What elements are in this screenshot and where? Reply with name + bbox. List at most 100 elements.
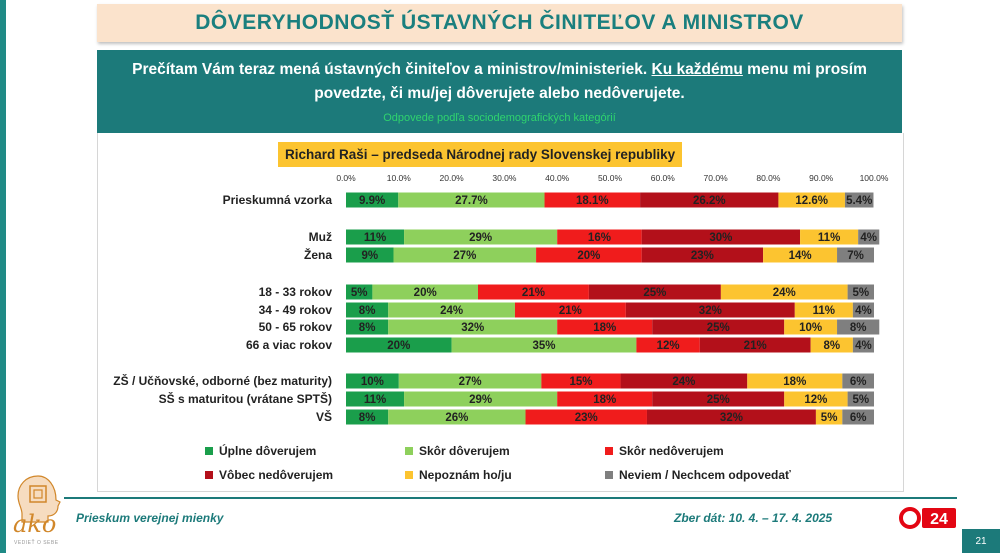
bar-segment xyxy=(541,373,621,389)
data-label: 11% xyxy=(364,394,386,406)
question-line1-a: Prečítam Vám teraz mená ústavných činite… xyxy=(132,61,652,78)
legend-swatch xyxy=(405,447,413,455)
bar-segment xyxy=(844,192,874,208)
x-tick-label: 10.0% xyxy=(387,173,412,183)
data-label: 8% xyxy=(359,322,376,334)
legend-label: Skôr nedôverujem xyxy=(619,444,724,458)
bar-segment xyxy=(842,409,874,425)
bar-segment xyxy=(652,319,785,335)
bar-segment xyxy=(388,302,515,318)
legend-swatch xyxy=(605,471,613,479)
legend-swatch xyxy=(205,447,213,455)
data-label: 15% xyxy=(569,376,592,388)
bar-segment xyxy=(346,302,389,318)
legend-label: Neviem / Nechcem odpovedať xyxy=(619,468,791,482)
category-label: 18 - 33 rokov xyxy=(259,285,333,299)
ako-logo-icon xyxy=(17,475,61,523)
bar-segment xyxy=(346,247,394,263)
bar-segment xyxy=(388,409,526,425)
bar-segment xyxy=(525,409,647,425)
intro-subtitle: Odpovede podľa sociodemografických kateg… xyxy=(383,112,616,124)
bar-segment xyxy=(478,284,589,300)
bar-segment xyxy=(784,319,838,335)
bar-segment xyxy=(346,229,405,245)
bar-segment xyxy=(346,409,389,425)
bar-segment xyxy=(346,337,452,353)
bar-segment xyxy=(636,337,700,353)
bar-segment xyxy=(404,391,558,407)
bar-segment xyxy=(641,247,764,263)
legend-swatch xyxy=(205,471,213,479)
bar-segment xyxy=(778,192,845,208)
data-label: 30% xyxy=(709,232,732,244)
bar-segment xyxy=(815,409,843,425)
data-label: 8% xyxy=(359,412,376,424)
bar-segment xyxy=(847,391,874,407)
legend-item: Vôbec nedôverujem xyxy=(205,468,333,482)
data-label: 21% xyxy=(744,340,767,352)
tv-channel-logo-icon: 24 xyxy=(899,507,956,529)
legend-swatch xyxy=(605,447,613,455)
bar-segment xyxy=(544,192,641,208)
bar-segment xyxy=(372,284,478,300)
x-tick-label: 80.0% xyxy=(756,173,781,183)
data-label: 5% xyxy=(852,287,869,299)
page-title: DÔVERYHODNOSŤ ÚSTAVNÝCH ČINITEĽOV A MINI… xyxy=(195,11,804,34)
data-label: 20% xyxy=(414,287,437,299)
category-label: Žena xyxy=(304,247,332,262)
x-tick-label: 100.0% xyxy=(860,173,889,183)
x-tick-label: 70.0% xyxy=(704,173,729,183)
stacked-bar-chart: 0.0% 10.0% 20.0% 30.0% 40.0% 50.0% 60.0% 70.0% 8… xyxy=(113,173,889,425)
data-label: 20% xyxy=(577,250,600,262)
footer-divider xyxy=(64,497,957,499)
data-label: 21% xyxy=(559,305,582,317)
legend-item: Skôr dôverujem xyxy=(405,444,510,458)
question-line2: povedzte, či mu/jej dôverujete alebo ned… xyxy=(314,85,685,102)
bar-segment xyxy=(388,319,558,335)
bar-segment xyxy=(514,302,626,318)
data-label: 23% xyxy=(691,250,714,262)
legend-item: Nepoznám ho/ju xyxy=(405,468,512,482)
data-label: 12% xyxy=(804,394,827,406)
data-label: 21% xyxy=(522,287,545,299)
legend-item: Skôr nedôverujem xyxy=(605,444,724,458)
bar-segment xyxy=(557,391,653,407)
bar-segment xyxy=(784,391,848,407)
bar-segment xyxy=(641,229,801,245)
bar-segment xyxy=(763,247,838,263)
data-label: 8% xyxy=(359,305,376,317)
ako-logo-text: ako xyxy=(13,510,57,538)
category-label: VŠ xyxy=(316,409,332,424)
data-label: 4% xyxy=(860,232,877,244)
data-label: 29% xyxy=(469,232,492,244)
data-label: 5.4% xyxy=(846,195,872,207)
x-tick-label: 40.0% xyxy=(545,173,570,183)
bar-segment xyxy=(557,229,642,245)
bar-segment xyxy=(858,229,880,245)
bar-segment xyxy=(652,391,785,407)
data-label: 18% xyxy=(593,394,616,406)
legend-item: Neviem / Nechcem odpovedať xyxy=(605,468,791,482)
data-label: 11% xyxy=(813,305,835,317)
bar-segment xyxy=(699,337,811,353)
bar-segment xyxy=(588,284,721,300)
category-label: 50 - 65 rokov xyxy=(259,320,333,334)
bar-segment xyxy=(847,284,874,300)
data-label: 10% xyxy=(361,376,384,388)
bar-segment xyxy=(346,284,373,300)
bar-segment xyxy=(536,247,642,263)
x-tick-label: 50.0% xyxy=(598,173,623,183)
left-accent-strip xyxy=(0,0,6,553)
x-tick-label: 20.0% xyxy=(440,173,465,183)
footer-date-range: Zber dát: 10. 4. – 17. 4. 2025 xyxy=(674,511,833,525)
bar-segment xyxy=(837,247,874,263)
category-label: Prieskumná vzorka xyxy=(223,193,333,207)
data-label: 8% xyxy=(823,340,840,352)
data-label: 27% xyxy=(453,250,476,262)
bar-segment xyxy=(557,319,653,335)
data-label: 25% xyxy=(707,394,730,406)
category-label: Muž xyxy=(309,230,332,244)
bar-segment xyxy=(398,192,545,208)
data-label: 7% xyxy=(847,250,864,262)
data-label: 24% xyxy=(672,376,695,388)
